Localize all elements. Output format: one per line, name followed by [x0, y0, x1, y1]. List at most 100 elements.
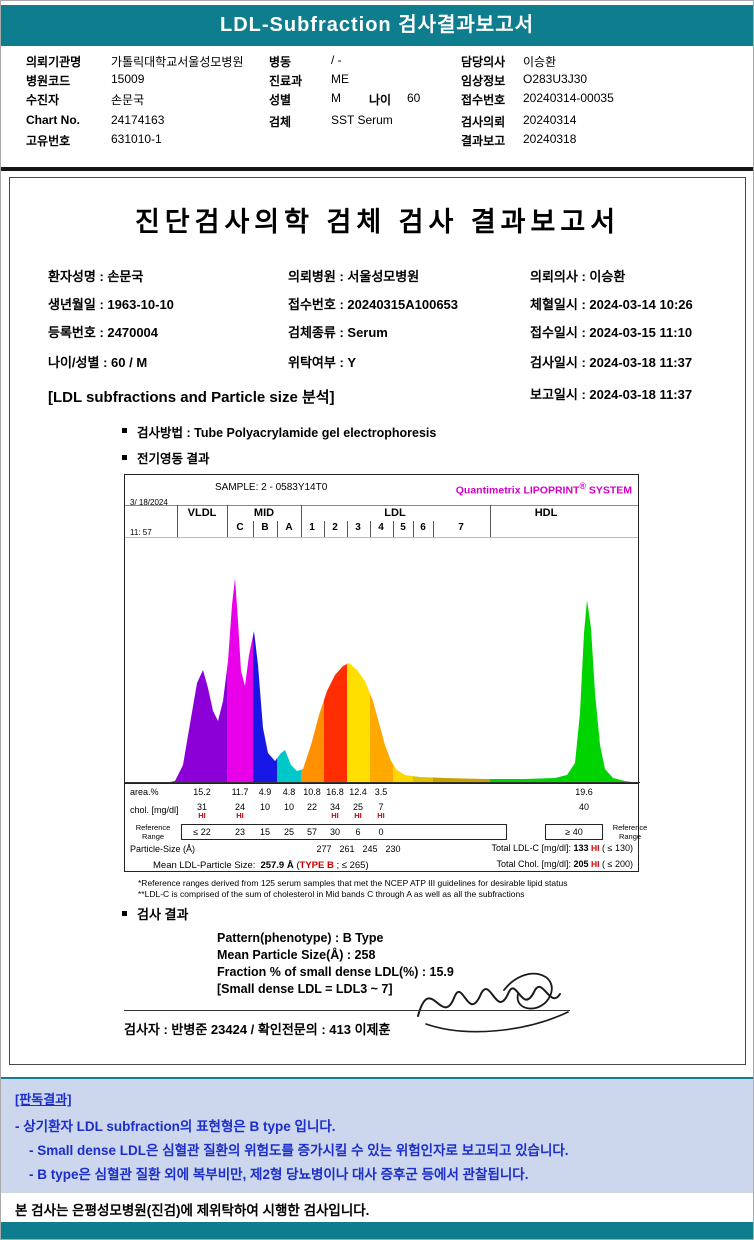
area-value: 16.8 — [326, 787, 344, 797]
subband-separator — [413, 521, 414, 537]
field-value: 15009 — [111, 72, 145, 86]
field-label: 수진자 — [26, 93, 60, 107]
field-label: 의뢰기관명 — [26, 55, 82, 69]
area-value: 15.2 — [193, 787, 211, 797]
patient-label: 의뢰병원 : — [288, 269, 344, 284]
field-label: 성별 — [269, 93, 292, 107]
chol-cell: 7 HI — [377, 802, 385, 820]
band-separator — [301, 505, 302, 537]
patient-value: 2024-03-14 10:26 — [589, 297, 693, 312]
curve-segment-LDL1 — [301, 700, 324, 783]
interpretation-top-rule — [1, 1077, 753, 1079]
curve-segment-MID-A — [277, 750, 301, 783]
densitometry-curve — [125, 578, 640, 783]
patient-label: 환자성명 : — [48, 269, 104, 284]
curve-segment-MID-C — [227, 578, 253, 783]
field-value: 24174163 — [111, 113, 165, 127]
chol-cell: 25 HI — [352, 802, 364, 820]
field-value: 20240314-00035 — [523, 91, 614, 105]
patient-value: 서울성모병원 — [347, 269, 420, 284]
patient-label: 검사일시 : — [530, 355, 586, 370]
report-panel: 진단검사의학 검체 검사 결과보고서 환자성명 : 손문국 생년월일 : 196… — [9, 177, 746, 1065]
curve-segment-HDL — [490, 600, 640, 783]
subband-label: 7 — [458, 522, 464, 533]
area-value: 4.9 — [258, 787, 272, 797]
interpretation-line: - Small dense LDL은 심혈관 질환의 위험도를 증가시킬 수 있… — [29, 1143, 569, 1158]
subband-label: 2 — [332, 522, 338, 533]
chol-cell: 34 HI — [329, 802, 341, 820]
chol-cell: 24 HI — [234, 802, 246, 820]
electrophoresis-chart: 3/ 18/2024 11: 57 SAMPLE: 2 - 0583Y14T0 … — [124, 474, 647, 872]
subband-label: 5 — [400, 522, 406, 533]
patient-label: 생년월일 : — [48, 297, 104, 312]
patient-value: 2024-03-18 11:37 — [589, 355, 693, 370]
report-title: 진단검사의학 검체 검사 결과보고서 — [134, 207, 621, 237]
bullet-icon — [122, 428, 127, 433]
field-label: 결과보고 — [461, 134, 506, 148]
bullet-icon — [122, 455, 127, 460]
ref-value: 30 — [329, 827, 341, 837]
chart-brand: Quantimetrix LIPOPRINT® SYSTEM — [456, 481, 632, 497]
chart-date: 3/ 18/2024 — [130, 498, 168, 507]
interpretation-line: - B type은 심혈관 질환 외에 복부비만, 제2형 당뇨병이나 대사 증… — [29, 1167, 529, 1182]
band-separator — [490, 505, 491, 537]
patient-value: 20240315A100653 — [347, 297, 459, 312]
subband-label: A — [285, 522, 293, 533]
patient-value: 2024-03-18 11:37 — [589, 387, 693, 402]
field-label: 검사의뢰 — [461, 115, 506, 129]
chol-cell: 10 — [259, 802, 271, 812]
field-label: 임상정보 — [461, 74, 506, 88]
field-value: 손문국 — [111, 93, 145, 107]
field-value: 631010-1 — [111, 132, 162, 146]
subband-label: 6 — [420, 522, 426, 533]
chol-cell: 22 — [306, 802, 318, 812]
chart-band-rule — [125, 537, 638, 538]
reference-range-label-right: Reference Range — [612, 823, 648, 841]
patient-label: 접수일시 : — [530, 325, 586, 340]
ref-value: 6 — [355, 827, 361, 837]
subband-label: B — [261, 522, 269, 533]
particle-value: 261 — [339, 844, 355, 854]
total-cholesterol: Total Chol. [mg/dl]: 205 HI ( ≤ 200) — [496, 859, 633, 869]
field-value: / - — [331, 53, 342, 67]
field-label: 진료과 — [269, 74, 303, 88]
ref-value: 23 — [234, 827, 246, 837]
particle-value: 277 — [316, 844, 332, 854]
interpretation-panel — [1, 1079, 753, 1193]
subband-separator — [253, 521, 254, 537]
ref-value: 57 — [306, 827, 318, 837]
area-value: 11.7 — [231, 787, 249, 797]
chol-row-label: chol. [mg/dl] — [130, 805, 179, 815]
chart-time: 11: 57 — [130, 528, 152, 537]
patient-label: 보고일시 : — [530, 387, 586, 402]
ref-value-hdl: ≥ 40 — [565, 827, 583, 837]
subband-label: 3 — [355, 522, 361, 533]
ref-value: ≤ 22 — [193, 827, 211, 837]
page-title: LDL-Subfraction 검사결과보고서 — [1, 5, 753, 46]
ref-value: 15 — [259, 827, 271, 837]
field-label: 병동 — [269, 55, 292, 69]
patient-value: 2024-03-15 11:10 — [589, 325, 693, 340]
field-label: 담당의사 — [461, 55, 506, 69]
chol-cell: 31 HI — [196, 802, 208, 820]
footnote: **LDL-C is comprised of the sum of chole… — [138, 889, 525, 899]
interpretation-heading: [판독결과] — [15, 1092, 72, 1107]
band-label-hdl: HDL — [534, 507, 558, 519]
results-heading: 검사 결과 — [137, 907, 189, 922]
subband-separator — [370, 521, 371, 537]
particle-value: 245 — [362, 844, 378, 854]
band-separator — [227, 505, 228, 537]
area-value: 12.4 — [349, 787, 367, 797]
bullet-icon — [122, 911, 127, 916]
section-title: [LDL subfractions and Particle size 분석] — [48, 389, 335, 406]
patient-value: 60 / M — [111, 355, 148, 370]
brand-suffix: SYSTEM — [585, 484, 632, 497]
chol-cell: 10 — [283, 802, 295, 812]
subband-separator — [324, 521, 325, 537]
result-line: [Small dense LDL = LDL3 ~ 7] — [217, 982, 393, 996]
registered-mark: ® — [579, 481, 586, 491]
electrophoresis-heading: 전기영동 결과 — [137, 452, 210, 466]
bottom-bar — [1, 1222, 753, 1239]
curve-segment-VLDL — [125, 669, 227, 783]
